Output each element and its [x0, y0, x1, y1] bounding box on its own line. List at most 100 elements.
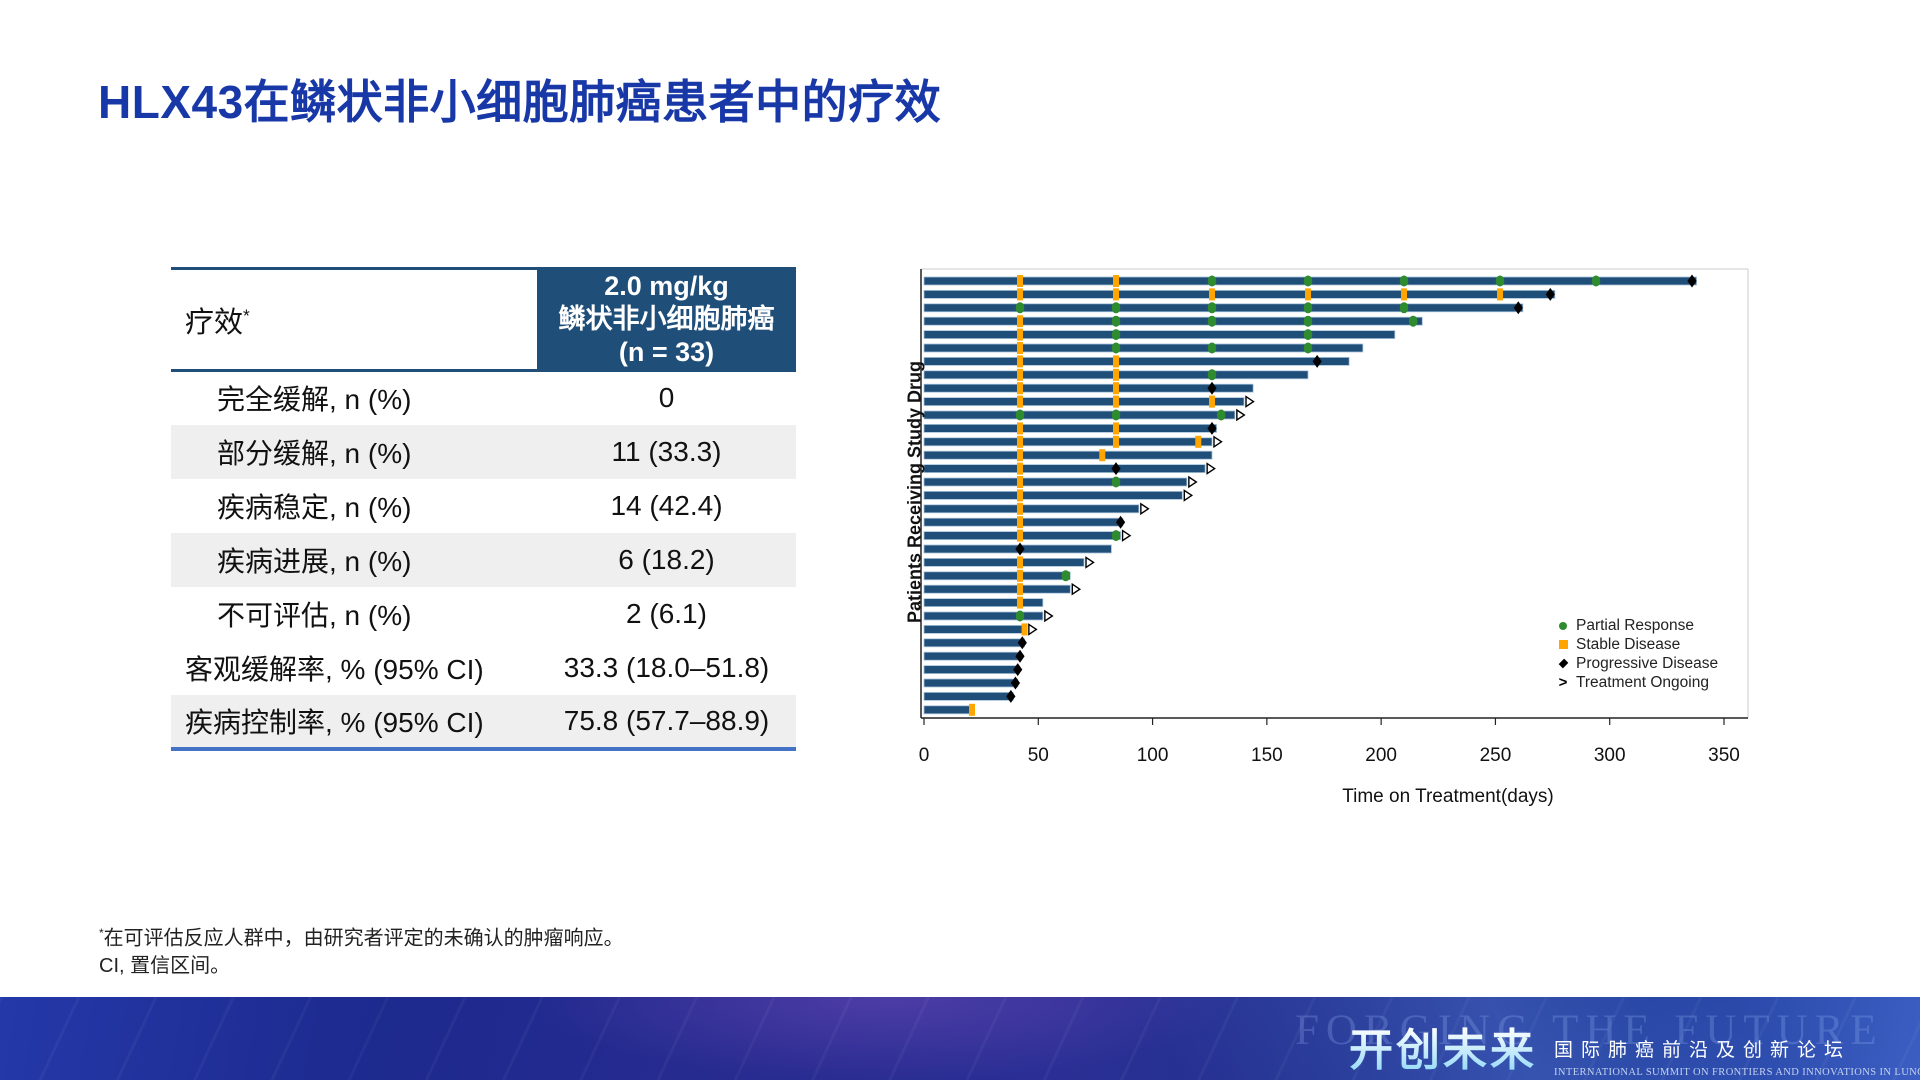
partial-response-marker	[1111, 409, 1121, 421]
summit-logo: 开创未来	[1349, 1014, 1537, 1078]
stable-disease-marker	[1017, 382, 1023, 395]
row-label: 客观缓解率, % (95% CI)	[185, 653, 484, 685]
row-value: 75.8 (57.7–88.9)	[563, 704, 770, 736]
patient-bar	[923, 490, 1183, 500]
legend-label: Progressive Disease	[1576, 654, 1719, 672]
stable-disease-marker	[1113, 368, 1119, 381]
patient-bar	[923, 383, 1254, 393]
stable-disease-marker	[1113, 275, 1119, 287]
progressive-disease-marker	[1513, 301, 1523, 315]
progressive-disease-marker	[1312, 354, 1322, 368]
row-value: 33.3 (18.0–51.8)	[563, 651, 770, 683]
table-row: 疾病进展, n (%) 6 (18.2)	[171, 532, 796, 587]
stable-disease-marker	[1017, 476, 1023, 488]
partial-response-marker	[1303, 315, 1313, 327]
table-row: 部分缓解, n (%) 11 (33.3)	[171, 424, 796, 479]
row-label: 疾病控制率, % (95% CI)	[185, 706, 484, 738]
row-value: 0	[658, 382, 675, 414]
tumor-type-line: 鳞状非小细胞肺癌	[558, 304, 775, 334]
treatment-ongoing-arrow	[1245, 395, 1255, 408]
partial-response-marker	[1399, 302, 1409, 314]
legend-item: Stable Disease	[1556, 635, 1718, 654]
table-header-efficacy: 疗效*	[171, 268, 537, 371]
stable-disease-marker	[1017, 275, 1023, 287]
table-row: 客观缓解率, % (95% CI) 33.3 (18.0–51.8)	[171, 641, 796, 695]
partial-response-marker	[1015, 610, 1025, 622]
partial-response-marker	[1111, 329, 1121, 341]
footnote-line-2: CI, 置信区间。	[99, 954, 231, 977]
patient-bar	[923, 678, 1019, 688]
patient-bar	[923, 651, 1021, 661]
patient-bar	[923, 423, 1217, 433]
swimmer-plot-svg: 0 50 100 150 200 250 300 350	[919, 268, 1749, 766]
stable-disease-marker	[1017, 355, 1023, 368]
stable-disease-marker	[1017, 315, 1023, 328]
partial-response-marker	[1399, 275, 1409, 287]
row-label: 疾病进展, n (%)	[217, 545, 412, 577]
summit-name-block: 国际肺癌前沿及创新论坛 INTERNATIONAL SUMMIT ON FRON…	[1554, 1035, 1920, 1078]
progressive-disease-marker	[1687, 274, 1697, 288]
swimmer-plot: 0 50 100 150 200 250 300 350	[900, 255, 1790, 825]
stable-disease-marker	[1017, 502, 1023, 515]
stable-disease-marker	[1017, 449, 1023, 462]
row-value: 6 (18.2)	[618, 543, 715, 575]
stable-disease-marker	[1017, 556, 1023, 569]
x-tick-label: 300	[1594, 745, 1626, 766]
treatment-ongoing-arrow	[1071, 582, 1082, 596]
progressive-disease-marker	[1015, 649, 1025, 663]
square-icon	[1556, 640, 1570, 649]
stable-disease-marker	[1099, 449, 1106, 462]
stable-disease-marker	[1195, 435, 1202, 448]
table-row: 不可评估, n (%) 2 (6.1)	[171, 587, 796, 641]
x-tick-label: 0	[919, 745, 930, 766]
patient-bar	[923, 464, 1206, 474]
partial-response-marker	[1111, 342, 1121, 354]
patient-bar	[923, 410, 1236, 420]
patient-bar	[923, 357, 1350, 366]
partial-response-marker	[1111, 315, 1121, 327]
partial-response-marker	[1408, 315, 1418, 327]
treatment-ongoing-arrow	[1140, 502, 1150, 516]
partial-response-marker	[1015, 409, 1025, 421]
patient-bar	[923, 517, 1124, 527]
partial-response-marker	[1303, 329, 1313, 341]
diamond-icon	[1556, 658, 1570, 669]
treatment-ongoing-arrow	[1183, 489, 1194, 502]
patient-bar	[923, 477, 1188, 487]
partial-response-marker	[1303, 342, 1313, 354]
stable-disease-marker	[1017, 596, 1023, 609]
patient-bar	[923, 330, 1396, 339]
treatment-ongoing-arrow	[1085, 556, 1095, 569]
arrow-icon: >	[1558, 674, 1568, 691]
x-axis-label: Time on Treatment(days)	[1342, 786, 1554, 807]
sample-size-line: (n = 33)	[618, 337, 715, 367]
patient-bar	[923, 705, 975, 715]
stable-disease-marker	[1017, 422, 1023, 435]
progressive-disease-marker	[1545, 287, 1555, 301]
footnote-marker: *	[243, 304, 250, 325]
stable-disease-marker	[1017, 395, 1023, 408]
page-title: HLX43在鳞状非小细胞肺癌患者中的疗效	[98, 76, 942, 128]
stable-disease-marker	[1017, 342, 1023, 354]
table-header-dose-group: 2.0 mg/kg 鳞状非小细胞肺癌 (n = 33)	[537, 268, 796, 371]
row-label: 疾病稳定, n (%)	[217, 491, 412, 523]
partial-response-marker	[1207, 302, 1217, 314]
partial-response-marker	[1207, 315, 1217, 327]
progressive-disease-marker	[1006, 689, 1016, 703]
partial-response-marker	[1207, 342, 1217, 354]
stable-disease-marker	[1017, 516, 1023, 529]
patient-bar	[923, 611, 1044, 621]
legend-item: > Treatment Ongoing	[1556, 673, 1718, 692]
efficacy-table: 疗效* 2.0 mg/kg 鳞状非小细胞肺癌 (n = 33) 完全缓解, n …	[171, 267, 796, 751]
stable-disease-marker	[1017, 462, 1023, 475]
progressive-disease-marker	[1015, 542, 1025, 556]
x-tick-label: 250	[1480, 745, 1512, 766]
stable-disease-marker	[1017, 288, 1023, 301]
patient-bar	[923, 624, 1028, 634]
patient-bar	[923, 303, 1524, 313]
x-tick-label: 350	[1708, 745, 1740, 766]
partial-response-marker	[1061, 570, 1071, 582]
patient-bar	[923, 571, 1071, 581]
stable-disease-marker	[1017, 529, 1023, 542]
table-row: 疾病稳定, n (%) 14 (42.4)	[171, 479, 796, 533]
